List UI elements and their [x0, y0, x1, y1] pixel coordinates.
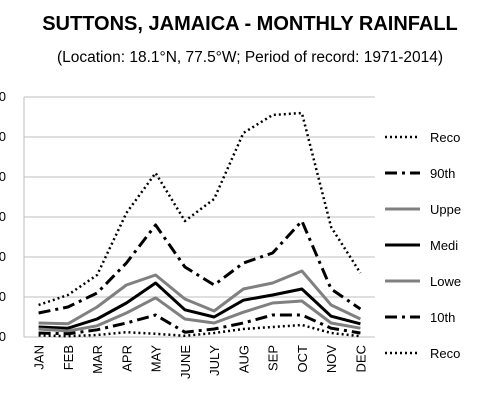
x-tick-label: FEB: [61, 345, 76, 370]
series-line: [38, 323, 361, 338]
legend: Reco 90th Uppe Medi Lowe 10th Reco: [385, 130, 461, 361]
x-tick-label: AUG: [236, 345, 251, 373]
series-line: [38, 281, 361, 330]
y-axis-ticks: 0 100 200 300 400 500 600: [0, 89, 6, 344]
y-tick-label: 100: [0, 289, 6, 304]
y-tick-label: 600: [0, 89, 6, 104]
x-tick-label: JULY: [207, 345, 222, 376]
y-tick-label: 500: [0, 129, 6, 144]
x-tick-label: NOV: [324, 345, 339, 374]
x-tick-label: MAY: [149, 345, 164, 373]
y-tick-label: 0: [0, 329, 6, 344]
legend-label: Reco: [430, 346, 460, 361]
x-axis-ticks: JAN FEB MAR APR MAY JUNE JULY AUG SEP OCT NOV DEC: [32, 345, 369, 379]
series-line: [38, 219, 362, 315]
x-tick-label: DEC: [353, 345, 368, 372]
x-tick-label: MAR: [90, 345, 105, 374]
y-tick-label: 300: [0, 209, 6, 224]
legend-label: Uppe: [430, 202, 461, 217]
legend-label: 10th: [430, 310, 455, 325]
x-tick-label: JUNE: [178, 345, 193, 379]
series-line: [38, 313, 361, 336]
legend-label: 90th: [430, 166, 455, 181]
legend-label: Medi: [430, 238, 458, 253]
legend-label: Reco: [430, 130, 460, 145]
series-line: [38, 296, 361, 333]
y-tick-label: 400: [0, 169, 6, 184]
series-lines: [38, 111, 362, 338]
x-tick-label: JAN: [32, 345, 47, 370]
grid-lines: [23, 96, 375, 338]
series-line: [38, 269, 362, 326]
x-tick-label: SEP: [266, 345, 281, 371]
chart-subtitle: (Location: 18.1°N, 77.5°W; Period of rec…: [57, 49, 443, 66]
series-line: [38, 111, 362, 307]
y-tick-label: 200: [0, 249, 6, 264]
x-tick-label: APR: [119, 345, 134, 372]
legend-label: Lowe: [430, 274, 461, 289]
x-tick-label: OCT: [295, 345, 310, 373]
chart-title: SUTTONS, JAMAICA - MONTHLY RAINFALL: [42, 13, 458, 35]
